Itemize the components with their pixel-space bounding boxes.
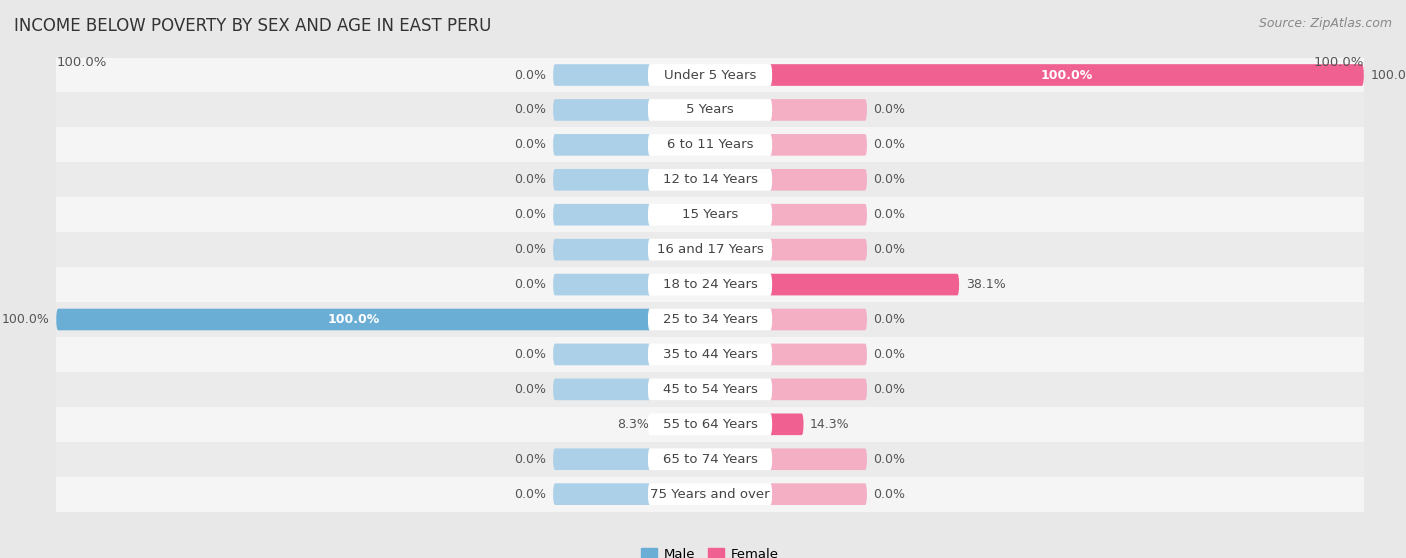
Text: 0.0%: 0.0% [873, 348, 905, 361]
FancyBboxPatch shape [769, 413, 803, 435]
Text: 0.0%: 0.0% [873, 313, 905, 326]
Text: 35 to 44 Years: 35 to 44 Years [662, 348, 758, 361]
Text: 0.0%: 0.0% [873, 138, 905, 151]
Text: 100.0%: 100.0% [1040, 69, 1092, 81]
FancyBboxPatch shape [648, 169, 772, 191]
Text: 0.0%: 0.0% [873, 174, 905, 186]
Text: 45 to 54 Years: 45 to 54 Years [662, 383, 758, 396]
Text: 0.0%: 0.0% [515, 69, 547, 81]
FancyBboxPatch shape [56, 127, 1364, 162]
Text: 55 to 64 Years: 55 to 64 Years [662, 418, 758, 431]
Text: 0.0%: 0.0% [515, 488, 547, 501]
Text: 0.0%: 0.0% [515, 103, 547, 117]
Text: 0.0%: 0.0% [873, 453, 905, 466]
Text: 0.0%: 0.0% [873, 488, 905, 501]
Text: 0.0%: 0.0% [873, 383, 905, 396]
FancyBboxPatch shape [553, 99, 651, 121]
Text: 0.0%: 0.0% [515, 348, 547, 361]
FancyBboxPatch shape [56, 57, 1364, 93]
FancyBboxPatch shape [648, 64, 772, 86]
Text: 15 Years: 15 Years [682, 208, 738, 221]
Text: 100.0%: 100.0% [1371, 69, 1406, 81]
Text: 0.0%: 0.0% [515, 383, 547, 396]
Text: 100.0%: 100.0% [1, 313, 49, 326]
FancyBboxPatch shape [648, 344, 772, 365]
FancyBboxPatch shape [553, 274, 651, 295]
FancyBboxPatch shape [553, 378, 651, 400]
Text: Under 5 Years: Under 5 Years [664, 69, 756, 81]
Text: 16 and 17 Years: 16 and 17 Years [657, 243, 763, 256]
FancyBboxPatch shape [553, 169, 651, 191]
Text: 0.0%: 0.0% [515, 453, 547, 466]
Text: 75 Years and over: 75 Years and over [650, 488, 770, 501]
FancyBboxPatch shape [56, 162, 1364, 198]
FancyBboxPatch shape [648, 134, 772, 156]
FancyBboxPatch shape [769, 449, 868, 470]
FancyBboxPatch shape [648, 239, 772, 261]
Legend: Male, Female: Male, Female [636, 543, 785, 558]
FancyBboxPatch shape [769, 309, 868, 330]
FancyBboxPatch shape [648, 449, 772, 470]
FancyBboxPatch shape [769, 483, 868, 505]
FancyBboxPatch shape [648, 378, 772, 400]
FancyBboxPatch shape [56, 337, 1364, 372]
Text: 18 to 24 Years: 18 to 24 Years [662, 278, 758, 291]
FancyBboxPatch shape [648, 274, 772, 295]
Text: 100.0%: 100.0% [1313, 56, 1364, 69]
FancyBboxPatch shape [553, 449, 651, 470]
Text: 0.0%: 0.0% [873, 208, 905, 221]
FancyBboxPatch shape [553, 134, 651, 156]
FancyBboxPatch shape [769, 378, 868, 400]
FancyBboxPatch shape [56, 477, 1364, 512]
Text: 0.0%: 0.0% [515, 243, 547, 256]
FancyBboxPatch shape [769, 64, 1364, 86]
FancyBboxPatch shape [56, 407, 1364, 442]
Text: 12 to 14 Years: 12 to 14 Years [662, 174, 758, 186]
Text: 6 to 11 Years: 6 to 11 Years [666, 138, 754, 151]
Text: 8.3%: 8.3% [617, 418, 650, 431]
FancyBboxPatch shape [648, 309, 772, 330]
FancyBboxPatch shape [769, 239, 868, 261]
Text: 100.0%: 100.0% [328, 313, 380, 326]
Text: 0.0%: 0.0% [515, 138, 547, 151]
Text: 0.0%: 0.0% [515, 278, 547, 291]
FancyBboxPatch shape [553, 204, 651, 225]
FancyBboxPatch shape [769, 204, 868, 225]
Text: 14.3%: 14.3% [810, 418, 849, 431]
FancyBboxPatch shape [56, 372, 1364, 407]
Text: Source: ZipAtlas.com: Source: ZipAtlas.com [1258, 17, 1392, 30]
FancyBboxPatch shape [56, 93, 1364, 127]
FancyBboxPatch shape [56, 302, 1364, 337]
FancyBboxPatch shape [553, 64, 651, 86]
Text: 5 Years: 5 Years [686, 103, 734, 117]
FancyBboxPatch shape [769, 99, 868, 121]
FancyBboxPatch shape [648, 483, 772, 505]
FancyBboxPatch shape [56, 198, 1364, 232]
FancyBboxPatch shape [553, 483, 651, 505]
Text: 25 to 34 Years: 25 to 34 Years [662, 313, 758, 326]
Text: 38.1%: 38.1% [966, 278, 1005, 291]
FancyBboxPatch shape [56, 309, 651, 330]
Text: 0.0%: 0.0% [873, 243, 905, 256]
FancyBboxPatch shape [769, 134, 868, 156]
FancyBboxPatch shape [648, 413, 772, 435]
Text: INCOME BELOW POVERTY BY SEX AND AGE IN EAST PERU: INCOME BELOW POVERTY BY SEX AND AGE IN E… [14, 17, 492, 35]
FancyBboxPatch shape [56, 442, 1364, 477]
Text: 0.0%: 0.0% [515, 208, 547, 221]
FancyBboxPatch shape [648, 204, 772, 225]
FancyBboxPatch shape [553, 239, 651, 261]
Text: 65 to 74 Years: 65 to 74 Years [662, 453, 758, 466]
FancyBboxPatch shape [769, 169, 868, 191]
FancyBboxPatch shape [56, 267, 1364, 302]
FancyBboxPatch shape [648, 99, 772, 121]
FancyBboxPatch shape [769, 344, 868, 365]
Text: 0.0%: 0.0% [873, 103, 905, 117]
FancyBboxPatch shape [553, 344, 651, 365]
FancyBboxPatch shape [56, 232, 1364, 267]
FancyBboxPatch shape [769, 274, 959, 295]
Text: 0.0%: 0.0% [515, 174, 547, 186]
Text: 100.0%: 100.0% [56, 56, 107, 69]
